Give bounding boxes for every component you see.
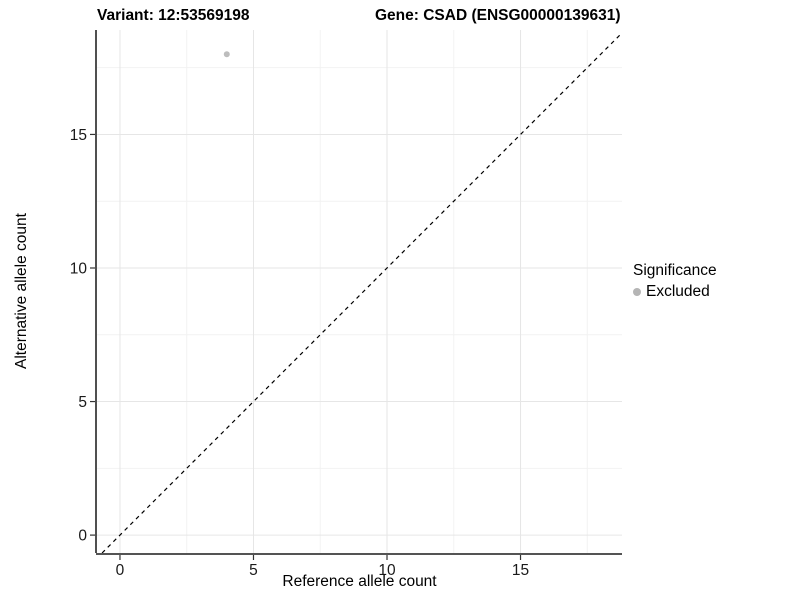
x-tick-label: 0 — [116, 562, 125, 579]
x-tick-label: 5 — [249, 562, 258, 579]
legend: Significance Excluded — [633, 262, 717, 301]
plot-title-gene: Gene: CSAD (ENSG00000139631) — [375, 7, 621, 24]
x-axis-title: Reference allele count — [282, 573, 437, 590]
x-tick-label: 15 — [512, 562, 529, 579]
excluded-point-icon — [633, 288, 641, 296]
plot-title-variant: Variant: 12:53569198 — [97, 7, 250, 24]
y-tick-label: 5 — [78, 394, 87, 411]
y-tick-label: 10 — [70, 260, 88, 277]
data-point — [223, 51, 230, 58]
legend-title: Significance — [633, 262, 717, 279]
y-tick-label: 0 — [78, 528, 87, 545]
y-axis-title: Alternative allele count — [13, 213, 30, 369]
identity-reference-line — [101, 32, 622, 553]
x-tick-label: 10 — [378, 562, 396, 579]
legend-item-label: Excluded — [646, 283, 710, 300]
legend-item-excluded: Excluded — [633, 283, 717, 301]
y-tick-label: 15 — [70, 127, 87, 144]
